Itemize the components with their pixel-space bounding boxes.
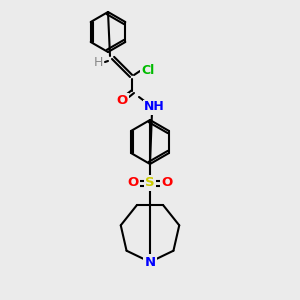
- Text: H: H: [93, 56, 103, 70]
- Text: O: O: [116, 94, 128, 107]
- Text: N: N: [144, 256, 156, 268]
- Text: O: O: [161, 176, 172, 190]
- Text: O: O: [128, 176, 139, 190]
- Text: NH: NH: [144, 100, 164, 113]
- Text: Cl: Cl: [141, 64, 154, 77]
- Text: S: S: [145, 176, 155, 190]
